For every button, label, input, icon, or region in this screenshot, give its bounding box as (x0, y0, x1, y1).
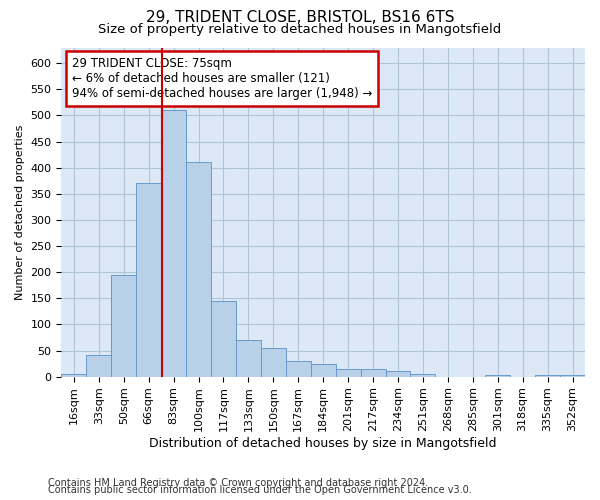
Bar (61, 374, 86, 376)
Bar (361, 370, 386, 376)
Bar (535, 374, 560, 376)
Bar (560, 375, 585, 376)
Bar (236, 340, 261, 376)
Bar (335, 369, 361, 376)
Y-axis label: Number of detached properties: Number of detached properties (15, 124, 25, 300)
Bar (111, 275, 136, 376)
Text: Size of property relative to detached houses in Mangotsfield: Size of property relative to detached ho… (98, 22, 502, 36)
Bar (386, 372, 410, 376)
Bar (485, 374, 510, 376)
Bar (410, 374, 436, 376)
Bar (211, 301, 236, 376)
Text: Contains HM Land Registry data © Crown copyright and database right 2024.: Contains HM Land Registry data © Crown c… (48, 478, 428, 488)
Bar (86, 355, 111, 376)
Bar (286, 361, 311, 376)
Text: 29 TRIDENT CLOSE: 75sqm
← 6% of detached houses are smaller (121)
94% of semi-de: 29 TRIDENT CLOSE: 75sqm ← 6% of detached… (72, 58, 372, 100)
Bar (136, 184, 161, 376)
Bar (261, 348, 286, 376)
Text: 29, TRIDENT CLOSE, BRISTOL, BS16 6TS: 29, TRIDENT CLOSE, BRISTOL, BS16 6TS (146, 10, 454, 25)
Text: Contains public sector information licensed under the Open Government Licence v3: Contains public sector information licen… (48, 485, 472, 495)
Bar (186, 162, 211, 376)
Bar (161, 110, 186, 376)
Bar (311, 364, 335, 376)
X-axis label: Distribution of detached houses by size in Mangotsfield: Distribution of detached houses by size … (149, 437, 497, 450)
